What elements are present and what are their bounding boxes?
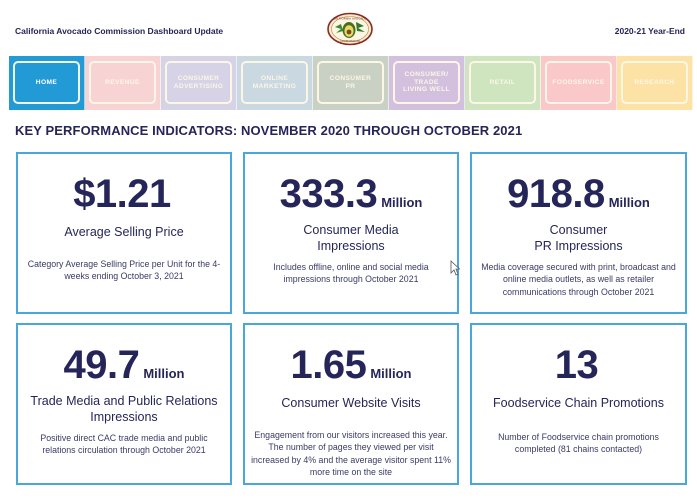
tab-research[interactable]: RESEARCH	[617, 56, 693, 110]
tab-label: CONSUMER/ TRADE LIVING WELL	[393, 61, 460, 104]
kpi-card-trade-media-pr-impressions: 49.7 Million Trade Media and Public Relat…	[16, 323, 232, 485]
tab-label: REVENUE	[89, 61, 156, 104]
kpi-description: Category Average Selling Price per Unit …	[27, 259, 221, 282]
tab-label: RETAIL	[469, 61, 536, 104]
kpi-label: Average Selling Price	[64, 225, 184, 239]
kpi-value: 918.8	[507, 172, 605, 216]
svg-text:COMMISSION: COMMISSION	[340, 39, 360, 43]
period-label: 2020-21 Year-End	[614, 26, 685, 36]
tab-label: ONLINE MARKETING	[241, 61, 308, 104]
tab-label: RESEARCH	[621, 61, 688, 104]
kpi-unit: Million	[370, 366, 412, 381]
tab-foodservice[interactable]: FOODSERVICE	[541, 56, 617, 110]
tab-label: CONSUMER PR	[317, 61, 384, 104]
mouse-pointer-icon	[450, 260, 461, 276]
tab-label: HOME	[13, 61, 80, 104]
kpi-heading: KEY PERFORMANCE INDICATORS: NOVEMBER 202…	[15, 123, 523, 138]
kpi-description: Media coverage secured with print, broad…	[481, 262, 676, 297]
kpi-description: Engagement from our visitors increased t…	[251, 430, 451, 477]
kpi-value: 13	[554, 343, 599, 387]
kpi-value: 333.3	[279, 172, 378, 216]
tab-consumer-advertising[interactable]: CONSUMER ADVERTISING	[161, 56, 237, 110]
kpi-description: Number of Foodservice chain promotions c…	[498, 432, 659, 455]
kpi-label: Consumer Media Impressions	[303, 223, 399, 254]
tab-home[interactable]: HOME	[9, 56, 85, 110]
kpi-card-foodservice-chain-promotions: 13 Foodservice Chain Promotions Number o…	[470, 323, 687, 485]
kpi-value: $1.21	[73, 172, 171, 216]
kpi-unit: Million	[143, 366, 185, 381]
kpi-value: 49.7	[63, 343, 140, 387]
california-avocado-commission-logo-icon[interactable]: CALIFORNIA AVOCADO COMMISSION	[327, 12, 373, 46]
kpi-value: 1.65	[290, 343, 367, 387]
svg-text:CALIFORNIA AVOCADO: CALIFORNIA AVOCADO	[333, 17, 368, 21]
tab-online-marketing[interactable]: ONLINE MARKETING	[237, 56, 313, 110]
tab-label: CONSUMER ADVERTISING	[165, 61, 232, 104]
kpi-card-consumer-website-visits: 1.65 Million Consumer Website Visits Enga…	[243, 323, 459, 485]
tab-consumer-pr[interactable]: CONSUMER PR	[313, 56, 389, 110]
kpi-card-average-selling-price: $1.21 Average Selling Price Category Ave…	[16, 152, 232, 314]
kpi-label: Trade Media and Public Relations Impress…	[30, 394, 218, 425]
kpi-label: Consumer Website Visits	[281, 396, 421, 410]
kpi-description: Includes offline, online and social medi…	[273, 262, 429, 285]
kpi-card-consumer-pr-impressions: 918.8 Million Consumer PR Impressions Med…	[470, 152, 687, 314]
kpi-card-consumer-media-impressions: 333.3 Million Consumer Media Impressions …	[243, 152, 459, 314]
tab-retail[interactable]: RETAIL	[465, 56, 541, 110]
tab-consumer-trade-living-well[interactable]: CONSUMER/ TRADE LIVING WELL	[389, 56, 465, 110]
kpi-unit: Million	[608, 195, 650, 210]
kpi-description: Positive direct CAC trade media and publ…	[40, 433, 208, 456]
tab-label: FOODSERVICE	[545, 61, 612, 104]
kpi-label: Foodservice Chain Promotions	[493, 396, 664, 410]
kpi-label: Consumer PR Impressions	[534, 223, 623, 254]
nav-tabs: HOME REVENUE CONSUMER ADVERTISING ONLINE…	[9, 56, 693, 110]
app-title: California Avocado Commission Dashboard …	[15, 26, 224, 36]
kpi-unit: Million	[381, 195, 423, 210]
tab-revenue[interactable]: REVENUE	[85, 56, 161, 110]
